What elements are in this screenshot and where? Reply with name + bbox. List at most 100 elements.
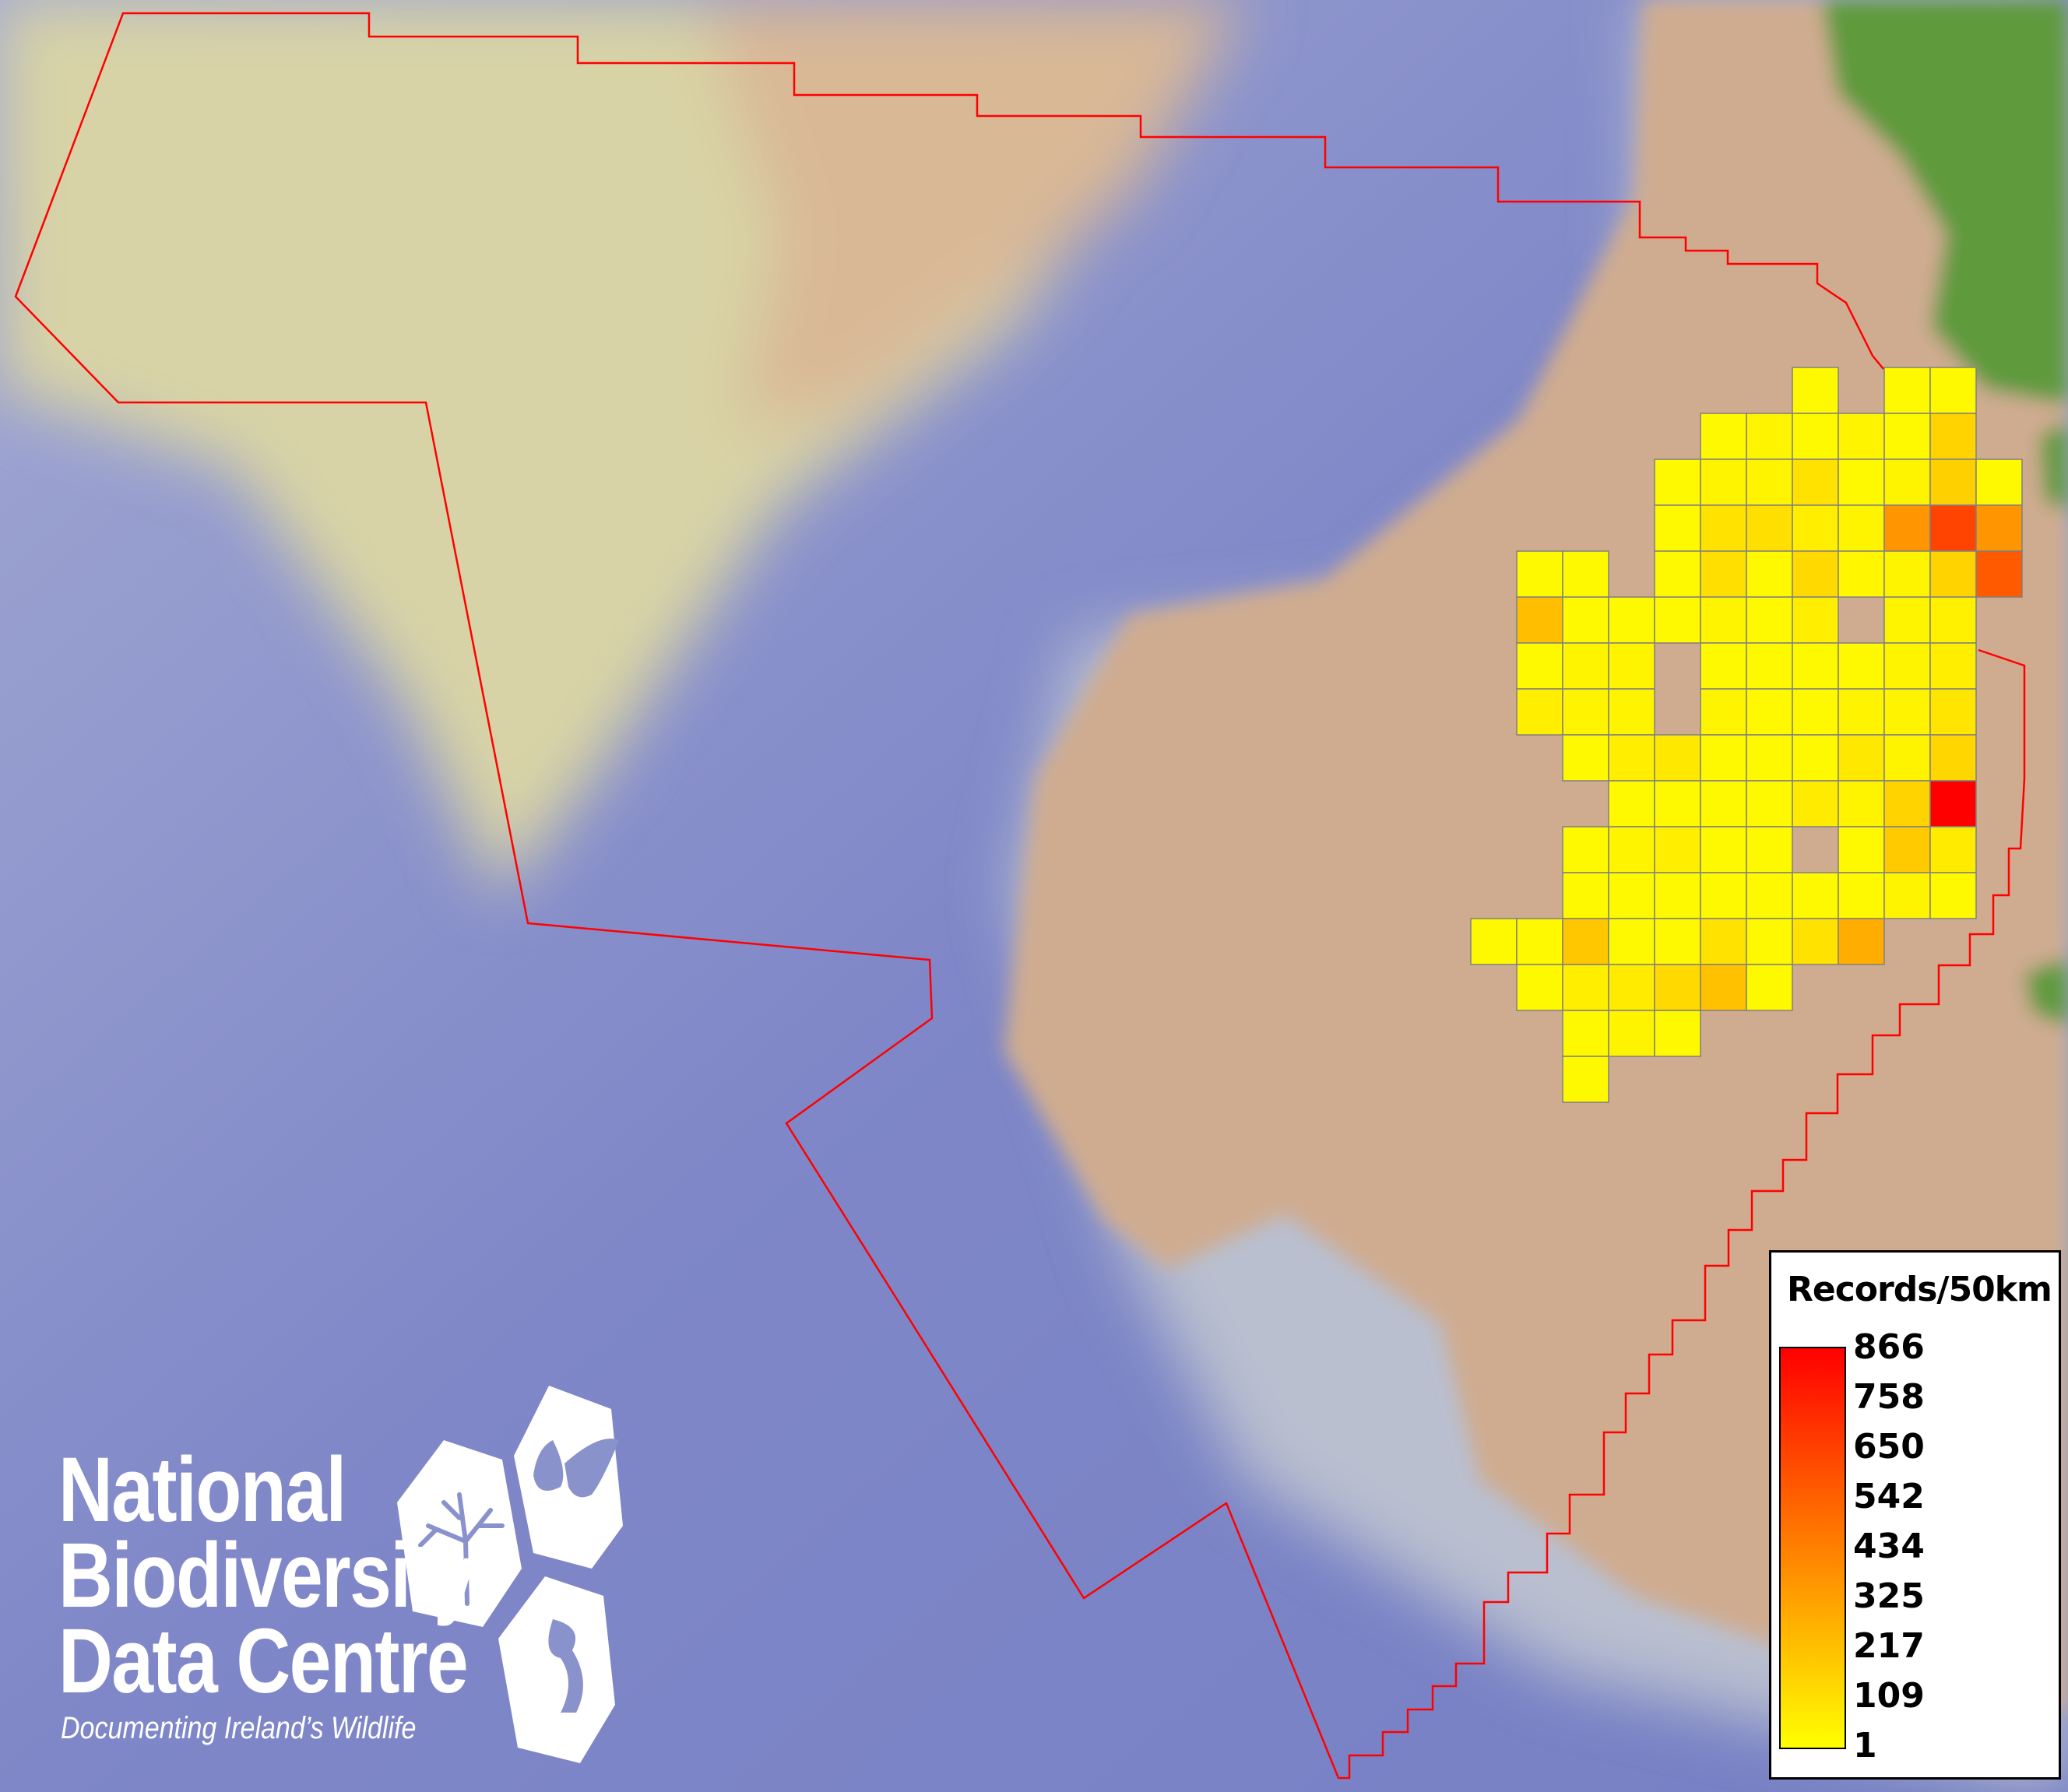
grid-cell [1516, 918, 1563, 965]
logo-text-line2: Biodiversity [58, 1524, 476, 1627]
grid-cell [1975, 504, 2023, 552]
legend-label: 325 [1853, 1576, 1925, 1616]
grid-cell [1792, 367, 1839, 414]
grid-cell [1608, 780, 1655, 827]
grid-cell [1792, 504, 1839, 552]
grid-cell [1700, 780, 1747, 827]
grid-cell [1792, 642, 1839, 690]
grid-cell [1838, 688, 1885, 736]
grid-cell [1838, 918, 1885, 965]
grid-cell [1608, 826, 1655, 873]
grid-cell [1516, 642, 1563, 690]
grid-cell [1883, 504, 1931, 552]
grid-cell [1746, 642, 1793, 690]
legend-label: 542 [1853, 1477, 1925, 1516]
upland-north [1822, 0, 2068, 405]
grid-cell [1792, 780, 1839, 827]
grid-cell [1883, 688, 1931, 736]
grid-cell [1929, 872, 1977, 919]
grid-cell [1883, 596, 1931, 644]
grid-cell [1516, 550, 1563, 598]
grid-cell [1883, 642, 1931, 690]
grid-cell [1562, 964, 1609, 1011]
grid-cell [1929, 459, 1977, 506]
grid-cell [1654, 550, 1701, 598]
legend-label: 650 [1853, 1427, 1925, 1467]
nbdc-logo: National Biodiversity Data Centre Docume… [55, 1370, 724, 1775]
grid-cell [1838, 504, 1885, 552]
grid-cell [1792, 872, 1839, 919]
grid-cell [1929, 780, 1977, 827]
grid-cell [1700, 550, 1747, 598]
grid-cell [1929, 550, 1977, 598]
grid-cell [1608, 1010, 1655, 1057]
grid-cell [1562, 688, 1609, 736]
grid-cell [1975, 550, 2023, 598]
grid-cell [1654, 918, 1701, 965]
grid-cell [1746, 780, 1793, 827]
grid-cell [1746, 918, 1793, 965]
grid-cell [1700, 918, 1747, 965]
grid-cell [1562, 596, 1609, 644]
records-grid [1470, 367, 2023, 1103]
grid-cell [1929, 367, 1977, 414]
grid-cell [1746, 872, 1793, 919]
grid-cell [1516, 596, 1563, 644]
grid-cell [1929, 504, 1977, 552]
legend-label: 758 [1853, 1377, 1925, 1417]
grid-cell [1883, 550, 1931, 598]
grid-cell [1608, 642, 1655, 690]
grid-cell [1838, 642, 1885, 690]
grid-cell [1746, 734, 1793, 782]
grid-cell [1562, 550, 1609, 598]
legend-color-ramp [1779, 1347, 1846, 1749]
grid-cell [1608, 918, 1655, 965]
grid-cell [1746, 826, 1793, 873]
grid-cell [1654, 780, 1701, 827]
grid-cell [1654, 459, 1701, 506]
grid-cell [1792, 550, 1839, 598]
grid-cell [1700, 459, 1747, 506]
grid-cell [1608, 596, 1655, 644]
tree-icon [397, 1440, 522, 1627]
grid-cell [1746, 596, 1793, 644]
grid-cell [1562, 872, 1609, 919]
logo-tagline: Documenting Ireland’s Wildlife [61, 1711, 417, 1745]
grid-cell [1562, 918, 1609, 965]
grid-cell [1792, 459, 1839, 506]
legend-title: Records/50km [1787, 1270, 2052, 1309]
grid-cell [1883, 872, 1931, 919]
grid-cell [1838, 550, 1885, 598]
grid-cell [1700, 413, 1747, 460]
grid-cell [1838, 780, 1885, 827]
grid-cell [1792, 734, 1839, 782]
grid-cell [1929, 826, 1977, 873]
grid-cell [1883, 413, 1931, 460]
grid-cell [1838, 826, 1885, 873]
grid-cell [1975, 459, 2023, 506]
grid-cell [1562, 734, 1609, 782]
grid-cell [1654, 826, 1701, 873]
grid-cell [1929, 642, 1977, 690]
grid-cell [1516, 964, 1563, 1011]
grid-cell [1654, 1010, 1701, 1057]
grid-cell [1608, 688, 1655, 736]
grid-cell [1792, 688, 1839, 736]
grid-cell [1883, 734, 1931, 782]
legend-label: 1 [1853, 1726, 1877, 1766]
butterfly-icon [514, 1386, 623, 1569]
shelf-orange [701, 0, 1246, 428]
grid-cell [1838, 459, 1885, 506]
grid-cell [1929, 596, 1977, 644]
grid-cell [1746, 413, 1793, 460]
grid-cell [1883, 459, 1931, 506]
grid-cell [1700, 826, 1747, 873]
grid-cell [1700, 688, 1747, 736]
grid-cell [1838, 734, 1885, 782]
grid-cell [1562, 642, 1609, 690]
grid-cell [1516, 688, 1563, 736]
grid-cell [1700, 596, 1747, 644]
legend-label: 866 [1853, 1327, 1925, 1367]
grid-cell [1654, 504, 1701, 552]
